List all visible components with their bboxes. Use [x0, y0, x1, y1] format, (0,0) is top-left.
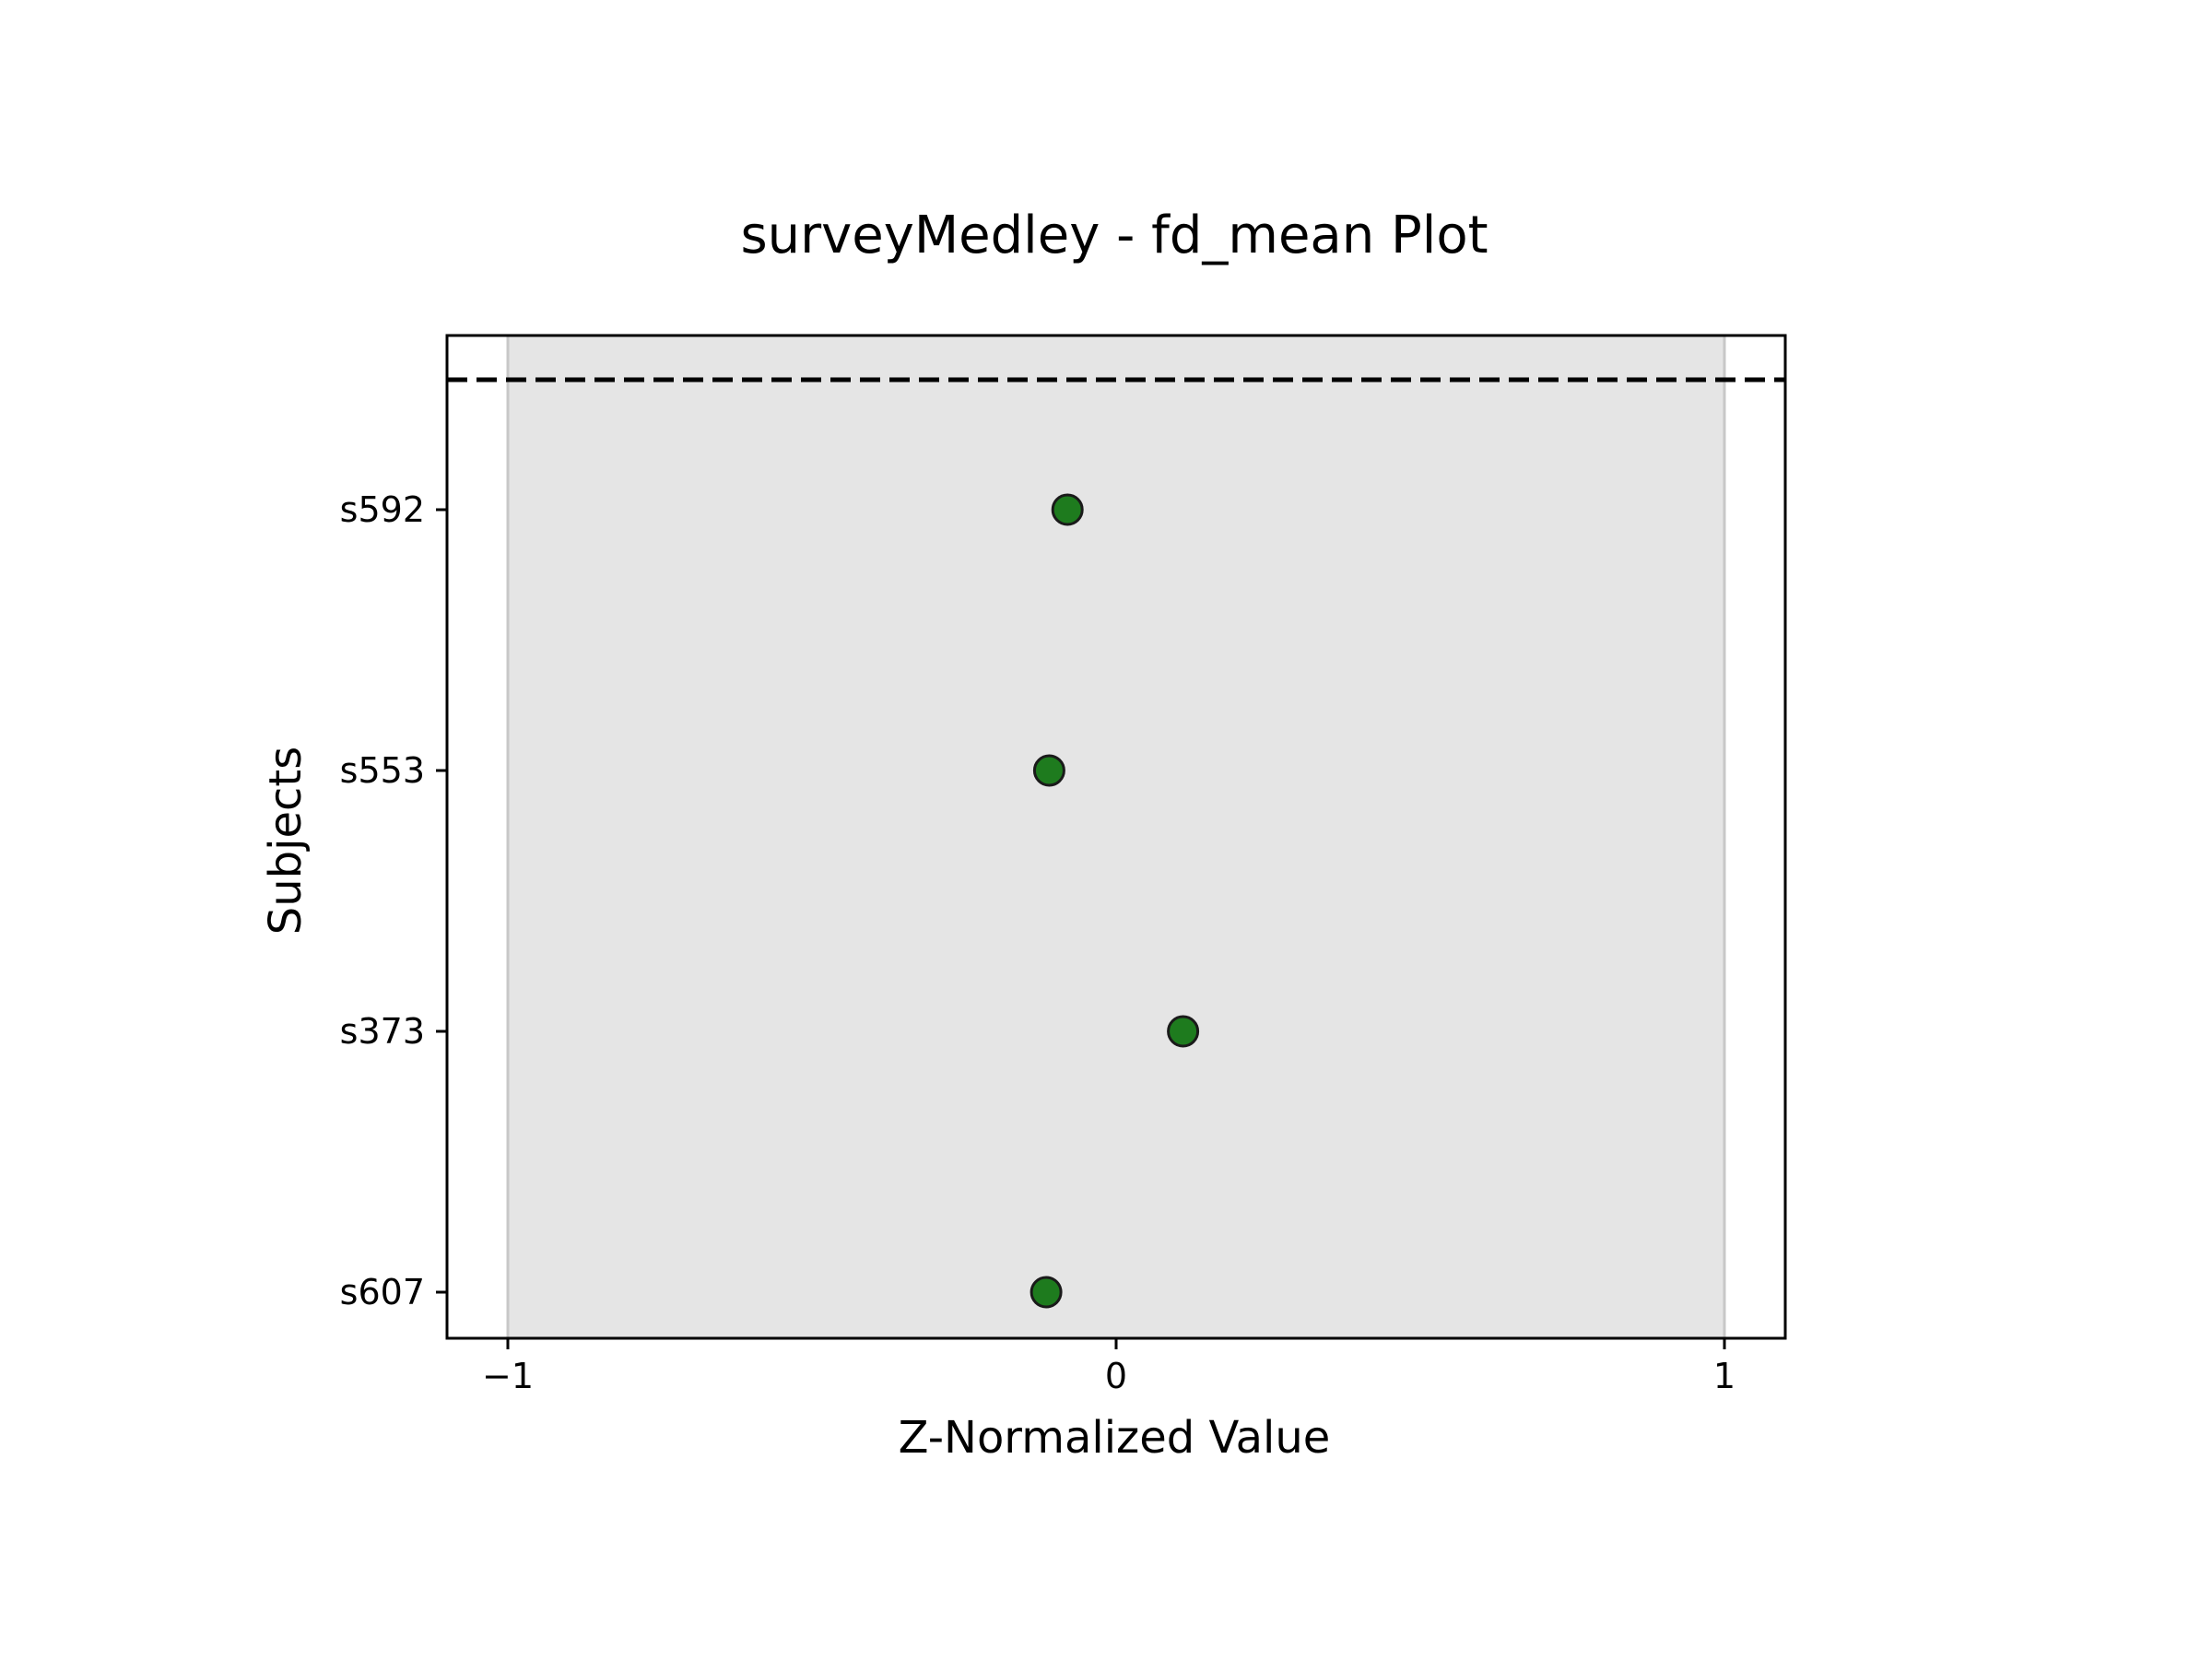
x-axis-ticks: −1 0 1 [482, 1338, 1735, 1396]
x-tick-label: −1 [482, 1356, 534, 1396]
data-point-s553 [1032, 754, 1065, 787]
data-points [1030, 493, 1200, 1309]
x-tick-label: 0 [1105, 1356, 1127, 1396]
data-point-s592 [1051, 493, 1084, 526]
y-tick-label: s607 [340, 1272, 425, 1312]
y-axis-label: Subjects [260, 747, 312, 935]
x-tick-label: 1 [1713, 1356, 1735, 1396]
chart-title: surveyMedley - fd_mean Plot [740, 206, 1488, 265]
shaded-band [508, 335, 1724, 1338]
plot-area [445, 334, 1787, 1340]
y-axis-ticks: s592 s553 s373 s607 [340, 489, 447, 1312]
y-tick-label: s553 [340, 750, 425, 791]
y-tick-label: s373 [340, 1011, 425, 1052]
y-tick-label: s592 [340, 489, 425, 530]
x-axis-label: Z-Normalized Value [899, 1412, 1331, 1464]
data-point-s373 [1167, 1015, 1200, 1048]
data-point-s607 [1030, 1276, 1063, 1309]
